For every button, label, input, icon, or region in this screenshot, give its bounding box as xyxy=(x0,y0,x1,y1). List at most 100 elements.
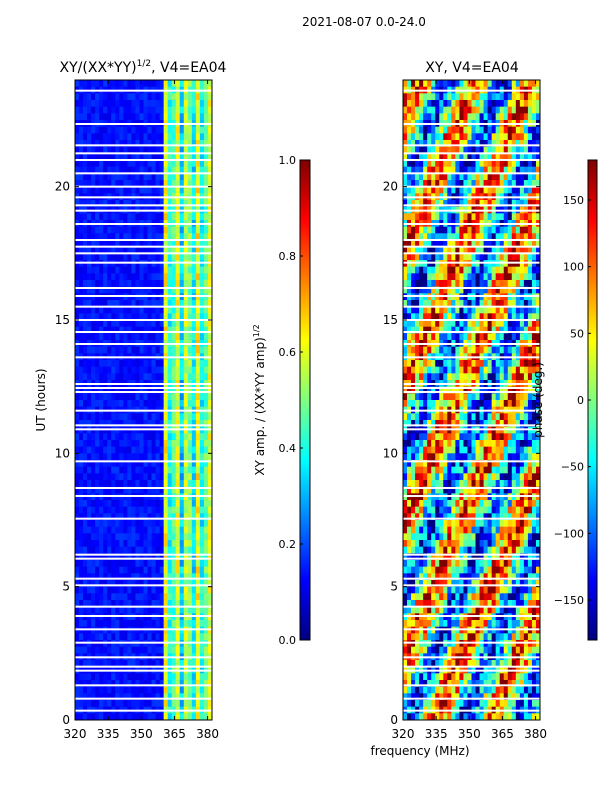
amplitude-cell xyxy=(79,166,84,174)
phase-cell xyxy=(519,286,525,294)
amplitude-cell xyxy=(87,466,92,474)
phase-cell xyxy=(511,266,517,274)
amplitude-cell xyxy=(87,593,92,601)
amplitude-cell xyxy=(203,606,209,614)
amplitude-cell xyxy=(203,500,209,508)
amplitude-cell xyxy=(203,680,209,688)
phase-cell xyxy=(423,106,428,114)
phase-cell xyxy=(495,300,501,308)
amplitude-cell xyxy=(115,113,120,121)
amplitude-cell xyxy=(151,200,156,208)
amplitude-cell xyxy=(155,540,161,548)
phase-cell xyxy=(479,140,484,148)
amplitude-cell xyxy=(79,420,84,428)
amplitude-cell xyxy=(107,386,112,394)
amplitude-cell xyxy=(119,80,124,88)
amplitude-cell xyxy=(91,326,96,334)
phase-cell xyxy=(483,126,489,134)
phase-cell xyxy=(459,240,464,248)
phase-cell xyxy=(423,280,428,288)
phase-cell xyxy=(407,253,412,261)
phase-cell xyxy=(431,233,436,241)
amplitude-cell xyxy=(147,413,152,421)
amplitude-cell xyxy=(199,573,205,581)
amplitude-cell xyxy=(107,460,112,468)
amplitude-cell xyxy=(91,440,96,448)
phase-cell xyxy=(463,233,468,241)
amplitude-cell xyxy=(179,246,185,254)
amplitude-cell xyxy=(99,320,104,328)
amplitude-cell xyxy=(191,300,197,308)
amplitude-cell xyxy=(143,140,148,148)
phase-cell xyxy=(483,366,489,374)
amplitude-cell xyxy=(175,506,181,514)
amplitude-cell xyxy=(143,306,148,314)
phase-cell xyxy=(519,240,525,248)
amplitude-cell xyxy=(163,646,169,654)
amplitude-cell xyxy=(143,280,148,288)
amplitude-cell xyxy=(167,713,173,721)
amplitude-cell xyxy=(83,93,88,101)
amplitude-cell xyxy=(175,580,181,588)
phase-cell xyxy=(515,286,521,294)
amplitude-cell xyxy=(171,393,177,401)
amplitude-cell xyxy=(159,106,165,114)
amplitude-cell xyxy=(191,580,197,588)
amplitude-cell xyxy=(135,400,140,408)
amplitude-cell xyxy=(183,420,189,428)
amplitude-cell xyxy=(187,600,193,608)
phase-cell xyxy=(423,200,428,208)
amplitude-cell xyxy=(119,106,124,114)
amplitude-cell xyxy=(107,166,112,174)
amplitude-cell xyxy=(191,680,197,688)
phase-cell xyxy=(463,273,468,281)
phase-cell xyxy=(487,246,493,254)
phase-cell xyxy=(487,106,493,114)
amplitude-cell xyxy=(151,280,156,288)
amplitude-cell xyxy=(147,80,152,88)
phase-cell xyxy=(443,106,448,114)
amplitude-cell xyxy=(115,633,120,641)
amplitude-cell xyxy=(175,446,181,454)
phase-cell xyxy=(511,140,517,148)
phase-cell xyxy=(527,160,533,168)
amplitude-cell xyxy=(151,693,156,701)
amplitude-cell xyxy=(171,146,177,154)
amplitude-cell xyxy=(119,453,124,461)
amplitude-cell xyxy=(99,186,104,194)
amplitude-cell xyxy=(191,566,197,574)
amplitude-cell xyxy=(127,686,132,694)
amplitude-cell xyxy=(159,433,165,441)
amplitude-cell xyxy=(79,313,84,321)
phase-cell xyxy=(411,280,416,288)
phase-cell xyxy=(491,233,497,241)
amplitude-gap-row xyxy=(75,319,212,321)
amplitude-cell xyxy=(187,420,193,428)
amplitude-cell xyxy=(107,500,112,508)
amplitude-cell xyxy=(79,400,84,408)
amplitude-cell xyxy=(163,306,169,314)
amplitude-cell xyxy=(163,186,169,194)
amplitude-cell xyxy=(199,420,205,428)
amplitude-cell xyxy=(179,586,185,594)
amplitude-cell xyxy=(131,460,136,468)
amplitude-cell xyxy=(183,526,189,534)
amplitude-cell xyxy=(95,680,100,688)
amplitude-cell xyxy=(127,360,132,368)
phase-cell xyxy=(471,140,476,148)
amplitude-cell xyxy=(179,346,185,354)
amplitude-cell xyxy=(187,253,193,261)
amplitude-cell xyxy=(203,553,209,561)
amplitude-cell xyxy=(167,693,173,701)
amplitude-cell xyxy=(159,166,165,174)
phase-cell xyxy=(455,393,460,401)
amplitude-cell xyxy=(75,140,80,148)
amplitude-cell xyxy=(159,253,165,261)
phase-cell xyxy=(415,320,420,328)
amplitude-cell xyxy=(171,106,177,114)
amplitude-cell xyxy=(155,313,161,321)
amplitude-cell xyxy=(99,633,104,641)
amplitude-cell xyxy=(131,200,136,208)
amplitude-cell xyxy=(79,280,84,288)
amplitude-cell xyxy=(79,306,84,314)
